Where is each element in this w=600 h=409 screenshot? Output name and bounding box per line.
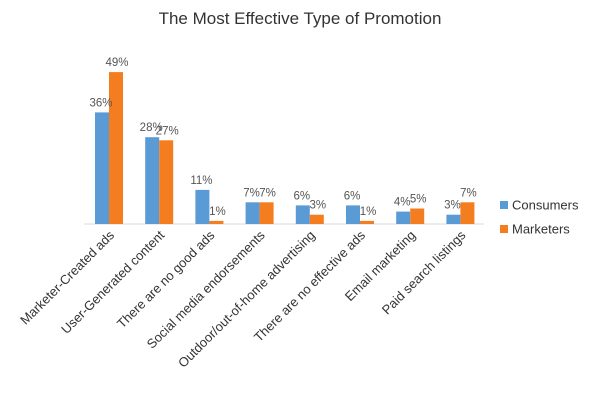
legend-label-consumers: Consumers [512,198,579,213]
data-labels: 36%49%28%27%11%1%7% 7% 6%3%6%1%4% 5%3%7% [89,57,476,218]
category-label-7: Paid search listings [379,227,469,317]
data-label-marketers-1: 27% [156,125,179,137]
data-label-consumers-1: 28% [140,122,163,134]
data-label-consumers-5: 6% [344,190,361,202]
bar-consumers-4 [295,205,310,224]
bar-marketers-0 [109,72,123,224]
bar-marketers-7 [460,202,475,224]
bar-consumers-3 [245,202,260,224]
data-label-consumers-0: 36% [89,97,112,109]
legend-swatch-consumers [500,201,508,209]
bars [95,72,475,224]
data-label-marketers-3: 7% [259,187,276,199]
bar-consumers-0 [95,112,109,224]
data-label-marketers-5: 1% [360,206,377,218]
bar-consumers-2 [195,189,210,224]
bar-marketers-3 [259,202,274,224]
category-label-2: There are no good ads [114,227,218,331]
data-label-marketers-0: 49% [105,57,128,69]
bar-consumers-1 [145,137,160,224]
bar-consumers-7 [446,214,461,224]
data-label-consumers-2: 11% [190,175,212,187]
bar-consumers-5 [346,205,360,224]
data-label-consumers-3: 7% [243,187,260,199]
data-label-consumers-7: 3% [444,200,461,212]
chart-title: The Most Effective Type of Promotion [159,9,442,28]
data-label-marketers-4: 3% [309,200,326,212]
bar-marketers-2 [209,220,224,224]
data-label-marketers-7: 7% [460,187,477,199]
legend-swatch-marketers [500,225,508,233]
data-label-marketers-6: 5% [410,194,427,206]
data-label-consumers-4: 6% [293,190,310,202]
bar-marketers-1 [159,140,174,224]
bar-marketers-4 [309,214,324,224]
bar-consumers-6 [396,211,411,224]
category-label-0: Marketer-Created ads [17,227,117,327]
bar-marketers-6 [410,208,425,224]
legend: Consumers Marketers [500,198,579,237]
data-label-consumers-6: 4% [394,197,411,209]
legend-label-marketers: Marketers [512,222,570,237]
bar-marketers-5 [360,220,374,224]
data-label-marketers-2: 1% [209,206,226,218]
